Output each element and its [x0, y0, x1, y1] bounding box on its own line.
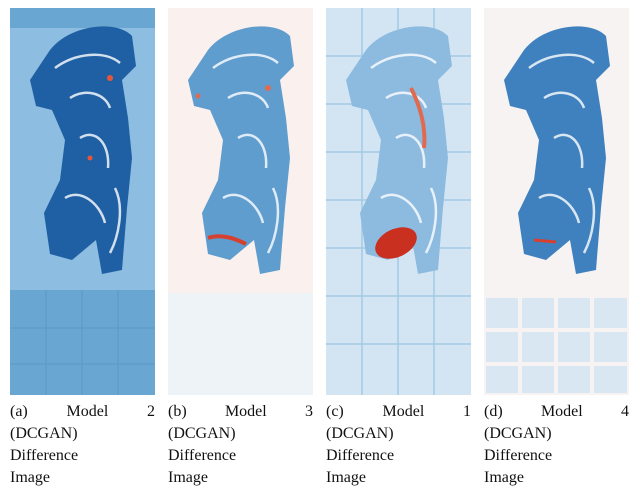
difference-image [168, 8, 313, 395]
caption-line: (DCGAN) [326, 423, 471, 445]
caption-line: (b) Model 3 [168, 401, 313, 423]
caption: (d) Model 4 (DCGAN) Difference Image [484, 401, 629, 489]
page: (a) Model 2 (DCGAN) Difference Image (b)… [0, 0, 637, 501]
difference-image [484, 8, 629, 395]
caption-line: (DCGAN) [10, 423, 155, 445]
panel: (a) Model 2 (DCGAN) Difference Image [10, 8, 155, 489]
caption-line: Difference [326, 445, 471, 467]
caption-line: (d) Model 4 [484, 401, 629, 423]
caption-line: Image [484, 467, 629, 489]
caption-line: Image [326, 467, 471, 489]
caption: (c) Model 1 (DCGAN) Difference Image [326, 401, 471, 489]
caption-line: Image [168, 467, 313, 489]
caption-line: Difference [168, 445, 313, 467]
caption: (b) Model 3 (DCGAN) Difference Image [168, 401, 313, 489]
caption-line: (a) Model 2 [10, 401, 155, 423]
difference-image [10, 8, 155, 395]
difference-image [326, 8, 471, 395]
caption-line: Difference [10, 445, 155, 467]
caption-line: (DCGAN) [168, 423, 313, 445]
caption-line: (DCGAN) [484, 423, 629, 445]
panel: (b) Model 3 (DCGAN) Difference Image [168, 8, 313, 489]
caption: (a) Model 2 (DCGAN) Difference Image [10, 401, 155, 489]
panel: (c) Model 1 (DCGAN) Difference Image [326, 8, 471, 489]
caption-line: Image [10, 467, 155, 489]
caption-line: (c) Model 1 [326, 401, 471, 423]
caption-line: Difference [484, 445, 629, 467]
panel: (d) Model 4 (DCGAN) Difference Image [484, 8, 629, 489]
